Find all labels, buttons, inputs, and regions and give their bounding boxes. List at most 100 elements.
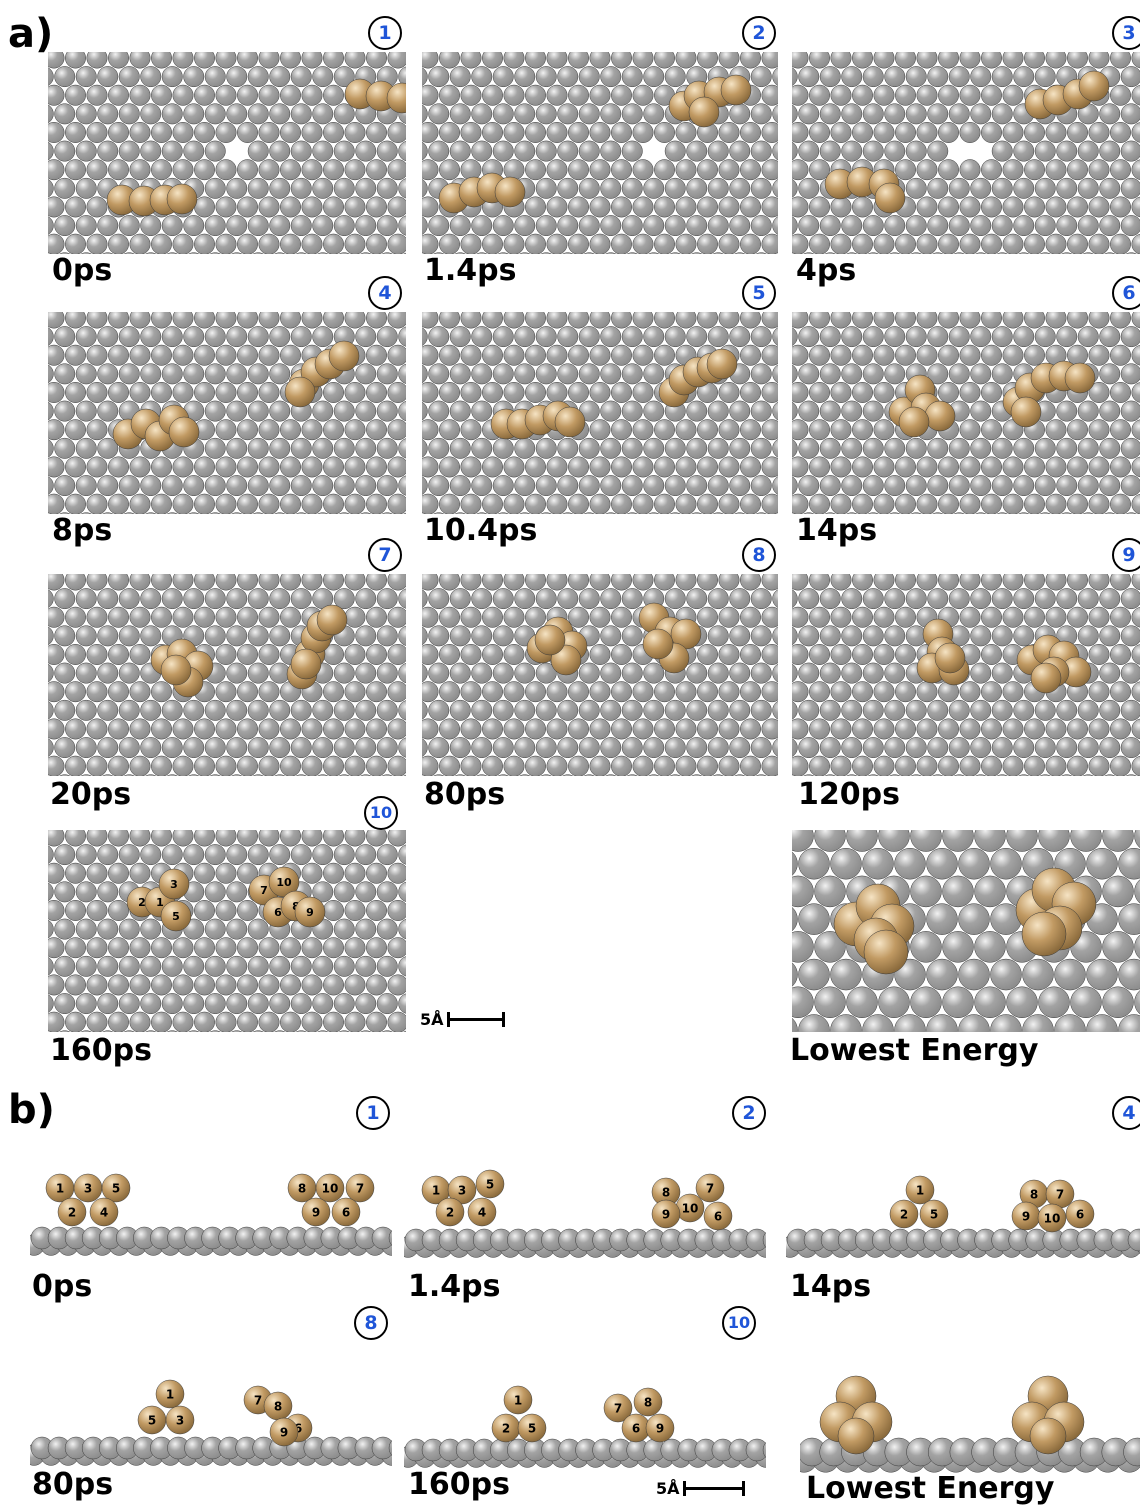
substrate-atom	[290, 699, 312, 721]
frame-a-8	[422, 574, 778, 776]
time-label: 0ps	[52, 253, 113, 288]
substrate-atom	[59, 252, 71, 254]
substrate-atom	[916, 574, 938, 591]
cluster-atom	[1078, 70, 1110, 102]
substrate-atom	[589, 456, 611, 478]
substrate-atom	[48, 738, 54, 757]
substrate-atom	[290, 475, 312, 497]
substrate-atom	[403, 1030, 406, 1032]
substrate-atom	[1067, 312, 1088, 329]
substrate-atom	[852, 493, 873, 514]
substrate-atom	[514, 103, 536, 125]
substrate-atom	[482, 456, 503, 478]
substrate-atom	[204, 215, 226, 237]
substrate-atom	[1110, 681, 1131, 703]
cluster-atom	[905, 1175, 935, 1205]
substrate-atom	[895, 681, 916, 703]
substrate-atom	[471, 103, 493, 125]
substrate-atom	[355, 625, 377, 647]
substrate-atom	[740, 159, 761, 181]
atom-number-label: 7	[356, 1181, 364, 1195]
substrate-atom	[1061, 774, 1073, 776]
substrate-atom	[1056, 140, 1078, 162]
substrate-atom	[75, 588, 97, 610]
substrate-atom	[852, 456, 873, 478]
substrate-atom	[809, 681, 830, 703]
cluster-atom	[633, 1387, 663, 1417]
substrate-atom	[540, 512, 552, 514]
substrate-atom	[830, 52, 852, 69]
substrate-atom	[712, 252, 724, 254]
atom-number-label: 7	[706, 1181, 714, 1195]
substrate-atom	[895, 644, 916, 665]
substrate-atom	[632, 233, 654, 254]
substrate-atom	[237, 755, 258, 776]
substrate-atom	[600, 737, 622, 759]
substrate-atom	[525, 233, 546, 254]
substrate-atom	[792, 344, 809, 366]
frame-a-7	[48, 574, 406, 776]
substrate-atom	[129, 681, 151, 703]
substrate-atom	[269, 437, 291, 459]
substrate-atom	[1067, 456, 1088, 478]
substrate-atom	[632, 84, 654, 106]
top-view-snapshot	[422, 574, 778, 776]
scale-bar: 5Å	[420, 1010, 505, 1029]
substrate-atom	[514, 662, 536, 684]
substrate-atom	[280, 718, 301, 740]
substrate-atom	[830, 958, 862, 991]
substrate-atom	[1061, 252, 1073, 254]
substrate-atom	[600, 475, 622, 497]
substrate-atom	[600, 400, 622, 422]
substrate-atom	[1086, 1014, 1118, 1032]
substrate-atom	[1131, 606, 1140, 628]
substrate-atom	[54, 437, 76, 459]
substrate-atom	[1120, 625, 1140, 647]
substrate-atom	[1067, 574, 1088, 591]
substrate-atom	[792, 644, 809, 665]
substrate-atom	[626, 774, 638, 776]
substrate-atom	[981, 606, 1002, 628]
substrate-atom	[226, 662, 248, 684]
substrate-atom	[1045, 755, 1067, 776]
substrate-atom	[1131, 382, 1140, 403]
substrate-atom	[862, 662, 884, 684]
substrate-atom	[873, 52, 895, 69]
substrate-atom	[910, 986, 942, 1019]
substrate-atom	[632, 52, 654, 69]
substrate-atom	[772, 401, 778, 421]
substrate-atom	[387, 830, 406, 847]
substrate-atom	[355, 437, 377, 459]
substrate-atom	[454, 512, 466, 514]
substrate-atom	[809, 419, 830, 441]
substrate-atom	[323, 312, 344, 329]
substrate-atom	[258, 52, 280, 69]
substrate-atom	[209, 1030, 221, 1032]
substrate-atom	[48, 937, 65, 959]
panel-a-letter: a)	[8, 11, 54, 57]
substrate-atom	[557, 103, 579, 125]
substrate-atom	[269, 140, 291, 162]
substrate-atom	[841, 737, 863, 759]
substrate-atom	[194, 159, 215, 181]
substrate-atom	[65, 755, 86, 776]
top-view-snapshot: 7106892135	[48, 830, 406, 1032]
substrate-atom	[97, 475, 119, 497]
substrate-atom	[97, 400, 119, 422]
substrate-atom	[932, 774, 944, 776]
substrate-atom	[792, 382, 809, 403]
substrate-atom	[86, 493, 108, 514]
substrate-atom	[938, 312, 959, 329]
substrate-atom	[151, 456, 172, 478]
substrate-atom	[460, 233, 482, 254]
substrate-atom	[525, 196, 546, 218]
substrate-atom	[852, 755, 873, 776]
substrate-atom	[932, 512, 944, 514]
substrate-atom	[280, 493, 301, 514]
substrate-atom	[718, 606, 740, 628]
substrate-atom	[1045, 52, 1067, 69]
substrate-atom	[497, 512, 509, 514]
substrate-atom	[48, 574, 65, 591]
substrate-atom	[449, 475, 471, 497]
substrate-atom	[97, 844, 119, 866]
